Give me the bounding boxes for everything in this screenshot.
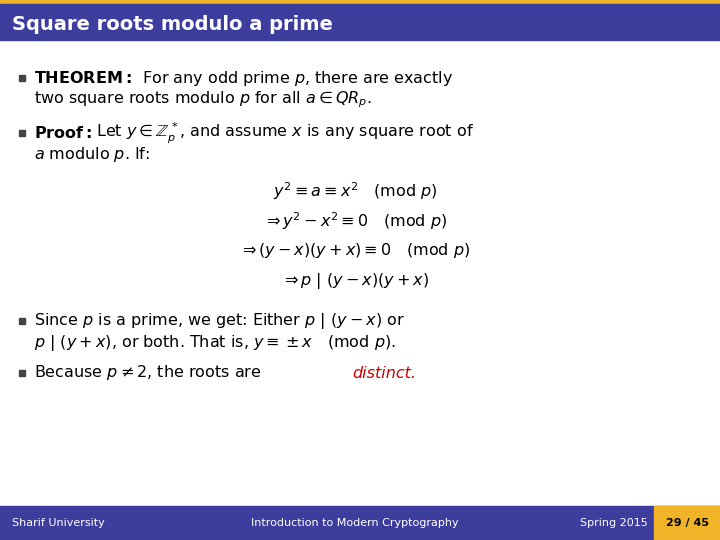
Text: distinct.: distinct. [352, 366, 416, 381]
Bar [19, 318, 25, 324]
Text: two square roots modulo $p$ for all $a \in QR_p$.: two square roots modulo $p$ for all $a \… [34, 90, 372, 110]
Text: 29 / 45: 29 / 45 [665, 518, 708, 528]
Text: $a$ modulo $p$. If:: $a$ modulo $p$. If: [34, 145, 150, 165]
Bar [0, 0, 720, 4]
Bar [19, 130, 25, 136]
Text: $\mathbf{THEOREM:}$: $\mathbf{THEOREM:}$ [34, 70, 132, 86]
Text: $y^2 \equiv a \equiv x^2 \quad (\mathrm{mod}\ p)$: $y^2 \equiv a \equiv x^2 \quad (\mathrm{… [273, 180, 437, 202]
Text: $\Rightarrow (y - x)(y + x) \equiv 0 \quad (\mathrm{mod}\ p)$: $\Rightarrow (y - x)(y + x) \equiv 0 \qu… [240, 241, 471, 260]
Text: $\Rightarrow p\ |\ (y - x)(y + x)$: $\Rightarrow p\ |\ (y - x)(y + x)$ [281, 271, 429, 291]
Text: Introduction to Modern Cryptography: Introduction to Modern Cryptography [251, 518, 459, 528]
Text: For any odd prime $p$, there are exactly: For any odd prime $p$, there are exactly [137, 69, 453, 87]
Text: Because $p \neq 2$, the roots are: Because $p \neq 2$, the roots are [34, 363, 262, 382]
Text: Let $y \in \mathbb{Z}_p^*$, and assume $x$ is any square root of: Let $y \in \mathbb{Z}_p^*$, and assume $… [91, 120, 474, 146]
Text: Since $p$ is a prime, we get: Either $p\ |\ (y - x)$ or: Since $p$ is a prime, we get: Either $p\… [34, 311, 405, 331]
Bar [0, 506, 720, 540]
Text: Spring 2015: Spring 2015 [580, 518, 648, 528]
Bar [654, 506, 720, 540]
Bar [19, 75, 25, 81]
Text: $\Rightarrow y^2 - x^2 \equiv 0 \quad (\mathrm{mod}\ p)$: $\Rightarrow y^2 - x^2 \equiv 0 \quad (\… [263, 210, 447, 232]
Text: Sharif University: Sharif University [12, 518, 104, 528]
Bar [0, 4, 720, 40]
Text: Square roots modulo a prime: Square roots modulo a prime [12, 15, 333, 33]
Text: $p\ |\ (y + x)$, or both. That is, $y \equiv \pm x \quad (\mathrm{mod}\ p)$.: $p\ |\ (y + x)$, or both. That is, $y \e… [34, 333, 396, 353]
Bar [19, 370, 25, 376]
Text: $\mathbf{Proof:}$: $\mathbf{Proof:}$ [34, 125, 92, 141]
